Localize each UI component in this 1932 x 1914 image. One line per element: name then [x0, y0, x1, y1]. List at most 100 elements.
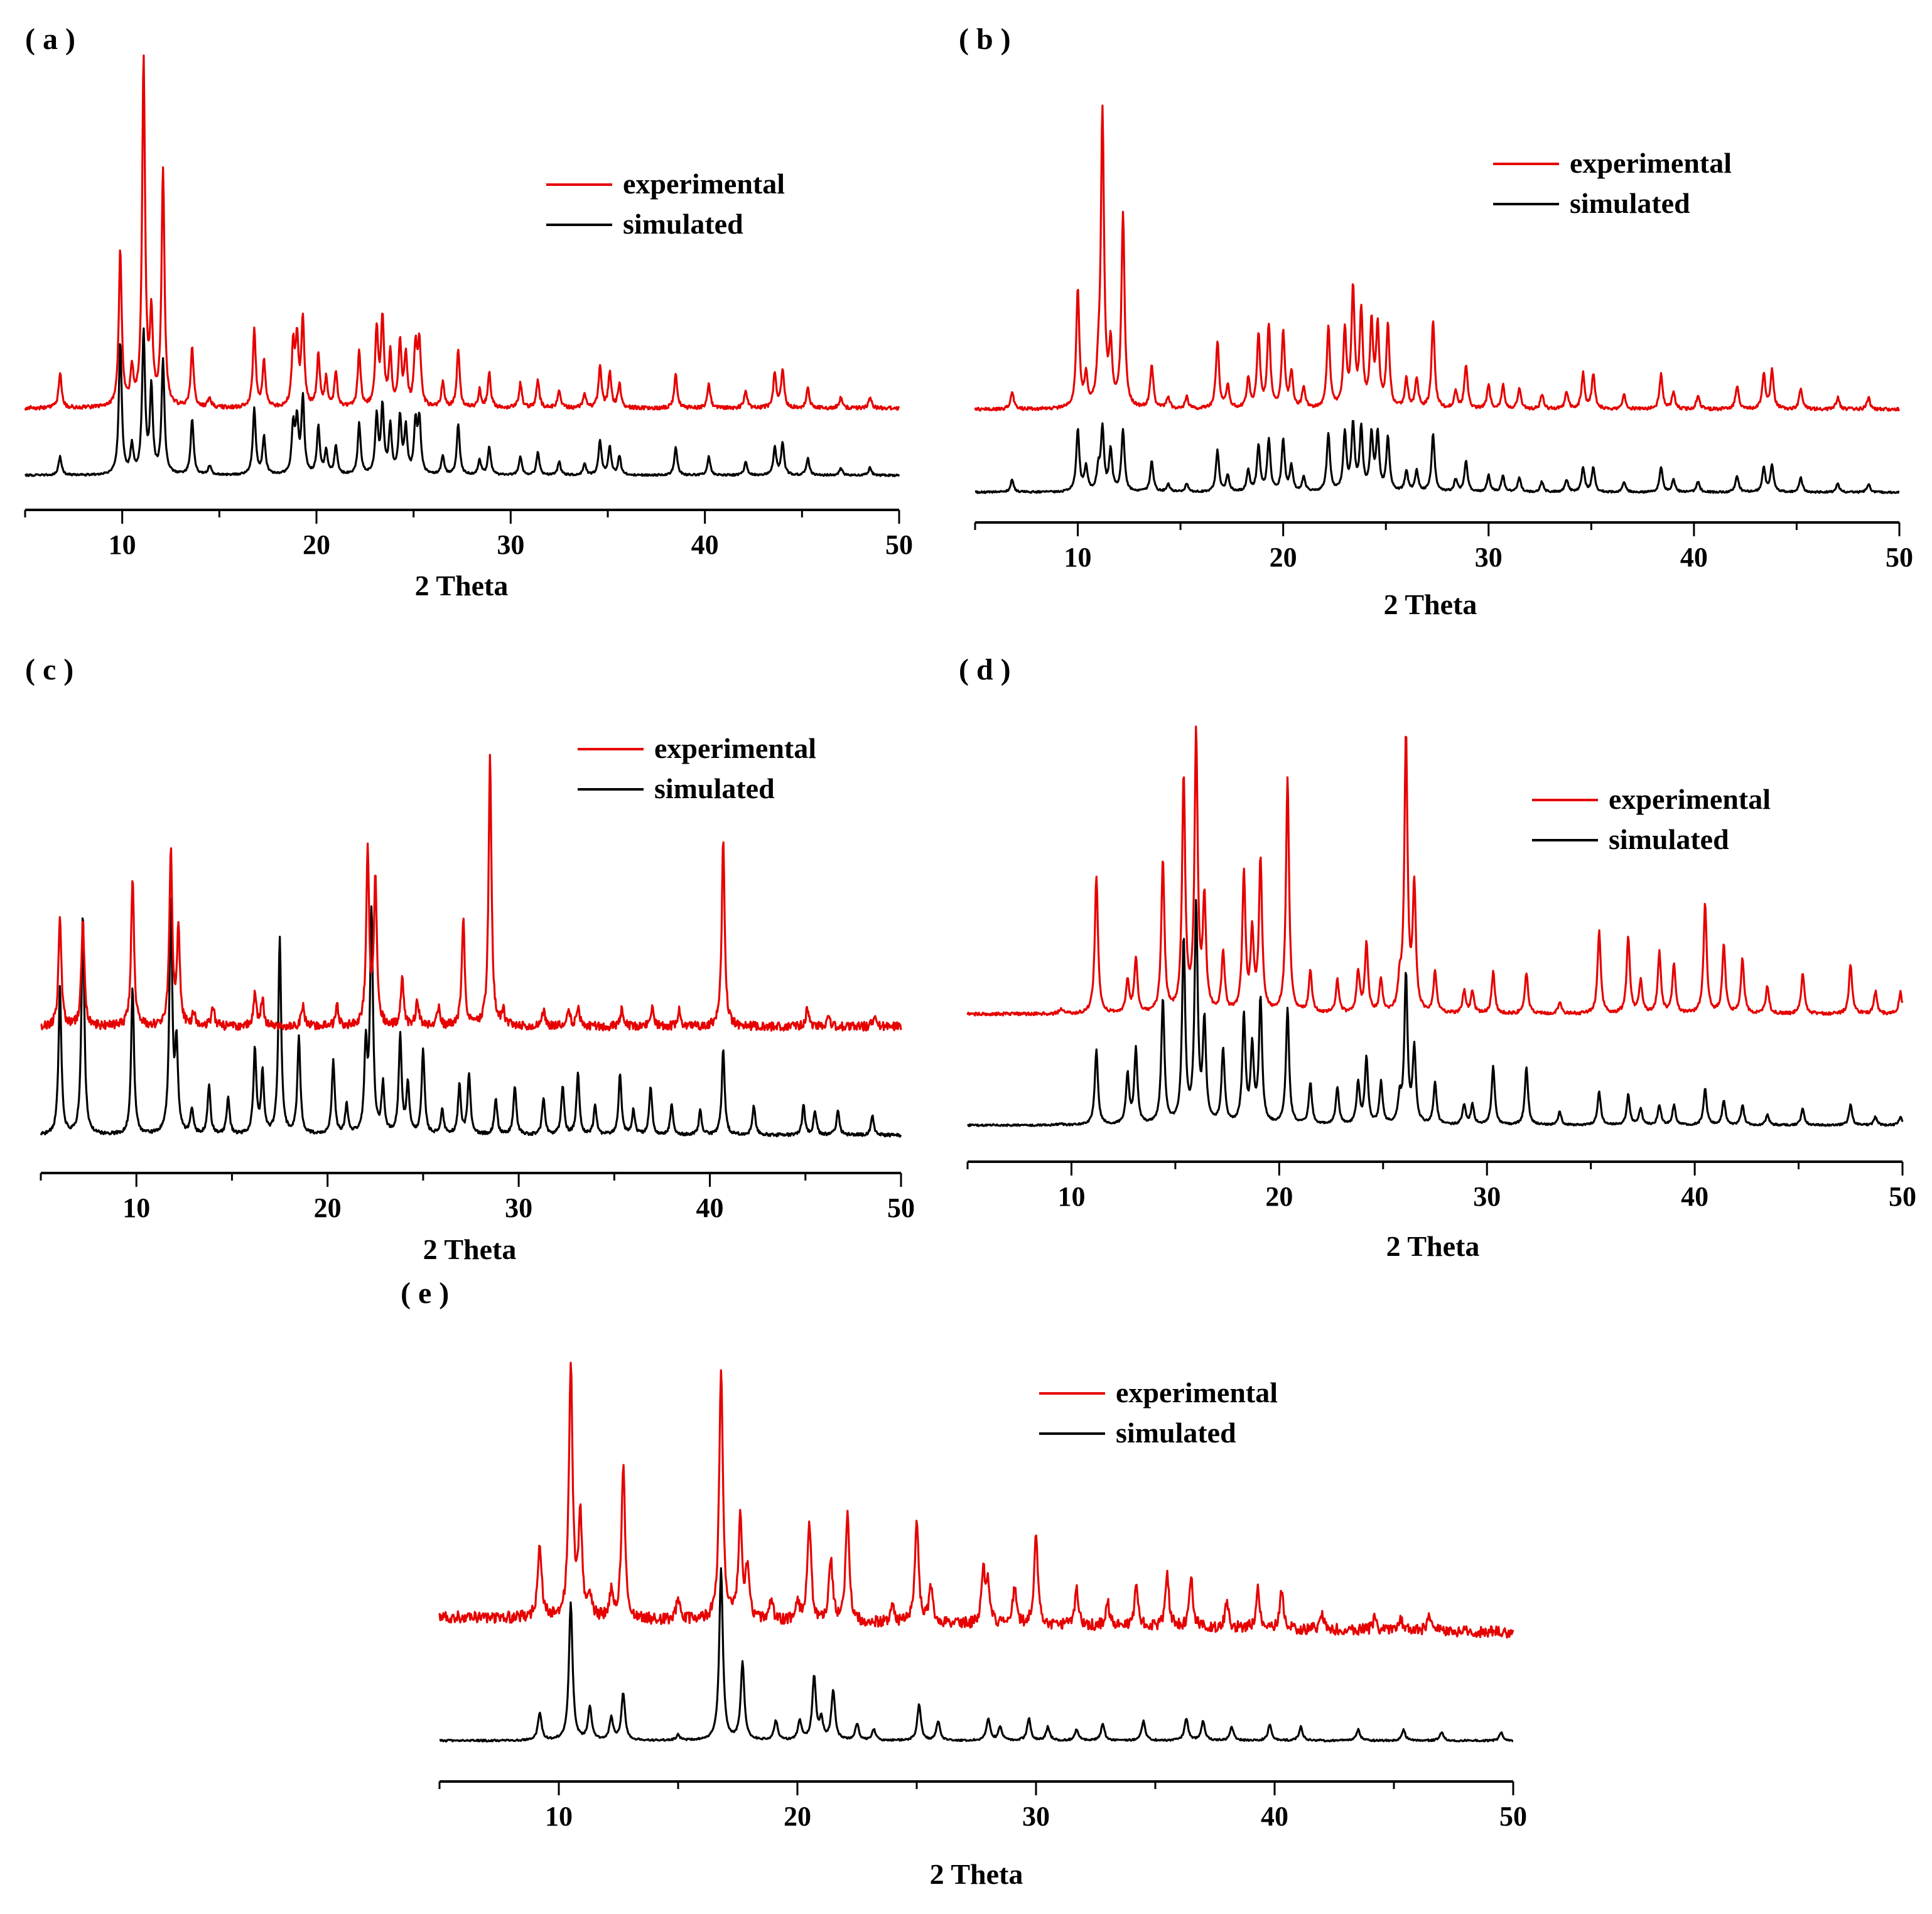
peak-simulated: [458, 1085, 461, 1088]
peak-simulated: [1222, 1049, 1224, 1052]
peak-simulated: [1302, 477, 1305, 479]
peak-experimental: [335, 372, 337, 375]
peak-simulated: [699, 1110, 701, 1112]
peak-experimental: [1400, 1603, 1402, 1606]
peak-simulated: [1402, 1728, 1405, 1731]
x-axis-title: 2 Theta: [1384, 588, 1477, 620]
peak-simulated: [1095, 1049, 1098, 1052]
peak-simulated: [1463, 1104, 1465, 1106]
peak-experimental: [1413, 889, 1415, 891]
x-tick-label: 40: [696, 1192, 724, 1223]
peak-simulated: [1432, 433, 1435, 436]
peak-simulated: [873, 1728, 875, 1731]
peak-experimental: [301, 320, 304, 322]
peak-experimental: [414, 348, 417, 350]
peak-simulated: [478, 459, 481, 462]
peak-experimental: [1150, 364, 1153, 367]
peak-simulated: [1592, 466, 1595, 468]
peak-simulated: [1502, 475, 1504, 477]
peak-experimental: [261, 998, 264, 1001]
peak-simulated: [814, 1110, 816, 1112]
peak-simulated: [1028, 1717, 1030, 1720]
peak-simulated: [1360, 429, 1363, 431]
peak-experimental: [401, 977, 403, 980]
peak-experimental: [621, 1007, 623, 1009]
peak-simulated: [1202, 1720, 1204, 1722]
peak-experimental: [375, 330, 378, 333]
panel-label: ( a ): [25, 23, 75, 56]
peak-experimental: [739, 1514, 742, 1517]
peak-experimental: [1525, 971, 1528, 974]
peak-experimental: [1226, 1591, 1228, 1593]
peak-experimental: [1260, 861, 1262, 863]
peak-experimental: [774, 372, 776, 375]
peak-experimental: [869, 396, 872, 399]
peak-simulated: [441, 1110, 443, 1112]
peak-experimental: [488, 372, 490, 375]
peak-experimental: [399, 344, 401, 347]
peak-experimental: [263, 362, 266, 364]
peak-simulated: [58, 987, 61, 990]
peak-experimental: [558, 389, 561, 392]
peak-experimental: [1432, 320, 1435, 322]
peak-simulated: [1185, 1717, 1187, 1720]
peak-experimental: [254, 993, 256, 995]
x-tick-label: 10: [1064, 542, 1092, 573]
peak-experimental: [1357, 971, 1359, 974]
x-tick-label: 10: [1057, 1181, 1085, 1212]
peak-experimental: [677, 1596, 679, 1598]
peak-simulated: [1290, 466, 1293, 468]
peak-experimental: [404, 358, 407, 360]
peak-experimental: [722, 836, 725, 839]
peak-experimental: [567, 1007, 569, 1009]
x-tick-label: 30: [1473, 1181, 1501, 1212]
x-tick-label: 10: [122, 1192, 150, 1223]
peak-experimental: [1280, 1577, 1283, 1580]
peak-experimental: [1434, 971, 1437, 974]
peak-simulated: [622, 1692, 625, 1695]
peak-simulated: [577, 1073, 580, 1076]
x-tick-label: 40: [1681, 1181, 1708, 1212]
peak-simulated: [1203, 1024, 1206, 1027]
x-tick-label: 10: [109, 529, 136, 560]
peak-simulated: [1465, 460, 1467, 463]
peak-experimental: [1672, 391, 1675, 393]
peak-simulated: [781, 442, 784, 445]
peak-simulated: [1109, 450, 1112, 452]
peak-simulated: [1387, 437, 1390, 440]
peak-experimental: [162, 170, 165, 173]
peak-experimental: [1257, 335, 1260, 337]
peak-simulated: [987, 1717, 990, 1720]
peak-simulated: [1704, 1088, 1707, 1090]
x-tick-label: 50: [1889, 1181, 1916, 1212]
peak-experimental: [1309, 971, 1312, 974]
peak-experimental: [1415, 379, 1418, 381]
peak-simulated: [175, 1049, 178, 1051]
peak-experimental: [781, 369, 784, 371]
peak-simulated: [208, 1085, 210, 1088]
peak-simulated: [588, 1706, 591, 1709]
peak-simulated: [1101, 1723, 1104, 1726]
peak-simulated: [495, 1098, 497, 1100]
peak-experimental: [1405, 737, 1407, 739]
peak-experimental: [987, 1577, 990, 1580]
peak-simulated: [298, 1036, 300, 1039]
series-simulated: [24, 327, 900, 477]
peak-simulated: [418, 421, 421, 424]
peak-experimental: [651, 1004, 654, 1007]
peak-simulated: [1251, 1049, 1253, 1052]
peak-simulated: [131, 987, 134, 990]
peak-simulated: [1282, 440, 1285, 442]
peak-simulated: [1162, 999, 1164, 1002]
peak-simulated: [610, 1717, 613, 1720]
peak-simulated: [856, 1723, 858, 1726]
peak-simulated: [813, 1676, 816, 1679]
peak-experimental: [1627, 936, 1629, 938]
peak-experimental: [58, 917, 61, 920]
peak-simulated: [191, 1110, 193, 1112]
peak-experimental: [915, 1514, 918, 1517]
peak-simulated: [1565, 478, 1568, 481]
peak-simulated: [1122, 429, 1125, 431]
peak-experimental: [367, 850, 369, 853]
peak-simulated: [1376, 435, 1379, 438]
